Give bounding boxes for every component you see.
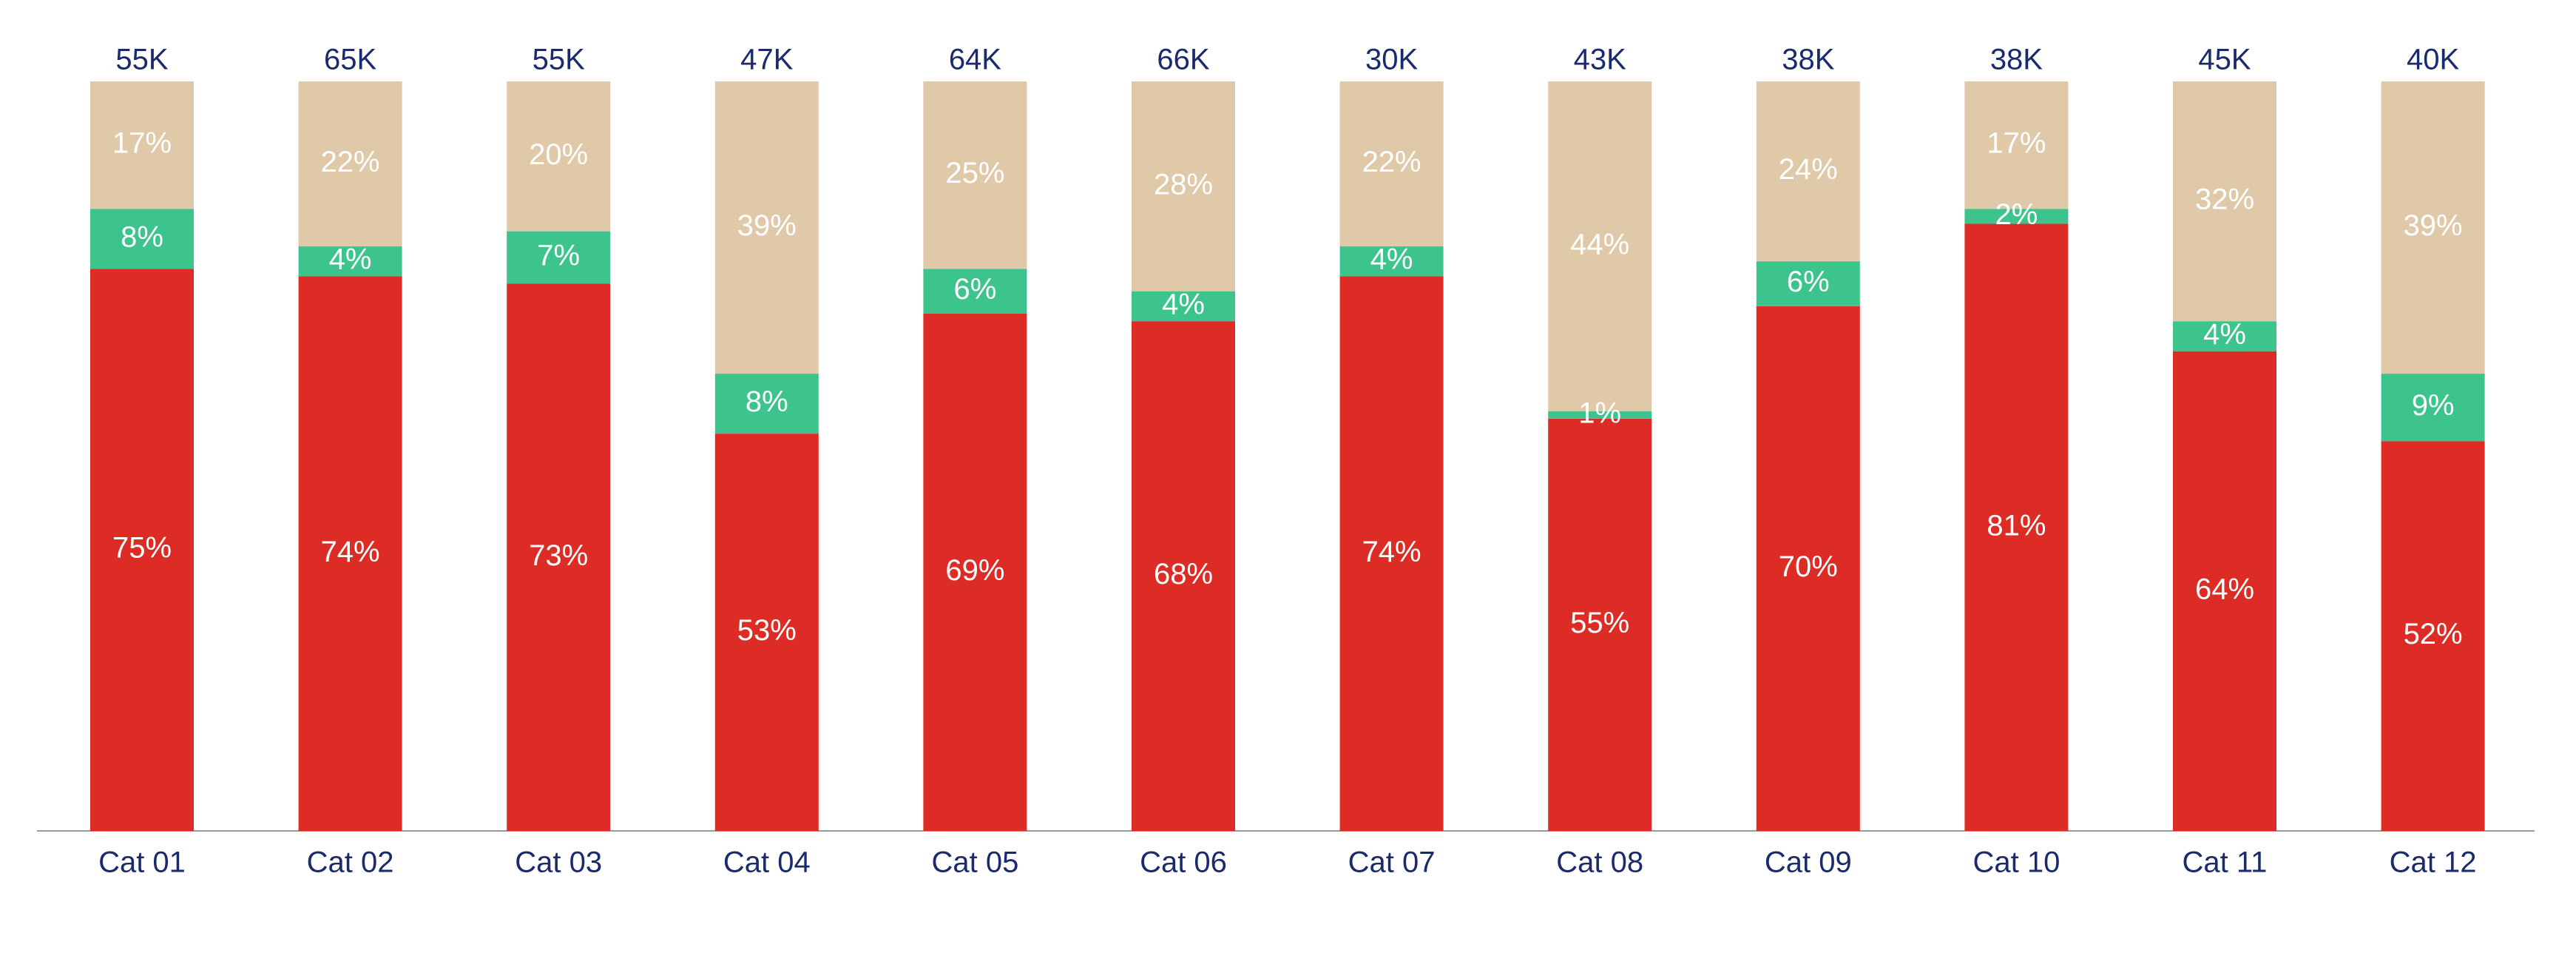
bar-segment xyxy=(298,81,402,246)
bar-segment xyxy=(2381,374,2485,442)
data-label: 81% xyxy=(1987,509,2046,542)
total-label: 64K xyxy=(949,44,1001,76)
bar-segment xyxy=(507,283,611,831)
data-label: 32% xyxy=(2195,183,2254,216)
bar-segment xyxy=(298,276,402,831)
bar-segment xyxy=(1756,306,1860,831)
data-label: 75% xyxy=(112,532,172,565)
x-tick-label: Cat 12 xyxy=(2390,846,2477,879)
data-label: 55% xyxy=(1570,607,1629,639)
bar-segment xyxy=(2173,81,2276,322)
data-label: 39% xyxy=(737,209,797,242)
x-tick-label: Cat 03 xyxy=(515,846,602,879)
bar-segment xyxy=(1339,276,1444,831)
bar-segment xyxy=(507,81,611,232)
total-label: 66K xyxy=(1157,44,1209,76)
data-label: 39% xyxy=(2404,209,2463,242)
bar-segment xyxy=(90,269,194,831)
bar-segment xyxy=(1964,81,2069,209)
data-label: 52% xyxy=(2404,618,2463,650)
total-label: 38K xyxy=(1990,44,2043,76)
data-label: 70% xyxy=(1779,550,1838,583)
total-label: 65K xyxy=(324,44,376,76)
data-label: 74% xyxy=(1362,536,1421,568)
total-label: 43K xyxy=(1574,44,1626,76)
bar-segment xyxy=(1132,81,1235,292)
data-label: 20% xyxy=(529,138,588,171)
bar-segment xyxy=(1339,81,1444,246)
bar-segment xyxy=(714,81,819,374)
x-tick-label: Cat 04 xyxy=(723,846,811,879)
data-label: 24% xyxy=(1779,153,1838,186)
data-label: 8% xyxy=(746,385,788,418)
bar-segment xyxy=(1548,411,1652,419)
bar-segment xyxy=(1132,321,1235,831)
data-label: 17% xyxy=(1987,127,2046,160)
bar-segment xyxy=(2173,351,2276,831)
bar-segment xyxy=(1964,209,2069,224)
x-tick-label: Cat 05 xyxy=(931,846,1018,879)
bar-segment xyxy=(1132,291,1235,322)
data-label: 22% xyxy=(1362,146,1421,178)
bar-segment xyxy=(507,231,611,284)
data-label: 17% xyxy=(112,127,172,160)
data-label: 44% xyxy=(1570,228,1629,260)
bar-segment xyxy=(923,81,1027,269)
x-tick-label: Cat 06 xyxy=(1140,846,1227,879)
bar-segment xyxy=(714,434,819,831)
data-label: 8% xyxy=(121,220,163,253)
data-label: 74% xyxy=(321,536,380,568)
data-label: 4% xyxy=(2203,318,2246,351)
bar-segment xyxy=(90,81,194,209)
bar-segment xyxy=(1548,418,1652,831)
total-label: 40K xyxy=(2407,44,2459,76)
x-tick-label: Cat 10 xyxy=(1972,846,2060,879)
data-label: 69% xyxy=(945,554,1004,587)
bar-segment xyxy=(1964,223,2069,832)
total-label: 38K xyxy=(1782,44,1834,76)
x-tick-label: Cat 02 xyxy=(307,846,394,879)
x-tick-label: Cat 01 xyxy=(98,846,186,879)
bar-segment xyxy=(923,269,1027,314)
data-label: 4% xyxy=(1162,288,1205,320)
bar-segment xyxy=(923,314,1027,831)
x-tick-label: Cat 09 xyxy=(1765,846,1852,879)
total-label: 55K xyxy=(533,44,585,76)
bar-segment xyxy=(714,374,819,434)
bar-segment xyxy=(298,246,402,277)
bar-segment xyxy=(1756,261,1860,306)
x-tick-label: Cat 08 xyxy=(1556,846,1643,879)
bar-segment xyxy=(2173,321,2276,351)
total-label: 30K xyxy=(1365,44,1418,76)
x-tick-label: Cat 11 xyxy=(2183,846,2268,879)
bar-segment xyxy=(1548,81,1652,411)
data-label: 64% xyxy=(2195,573,2254,605)
data-label: 1% xyxy=(1578,397,1621,429)
data-label: 73% xyxy=(529,539,588,572)
data-label: 9% xyxy=(2412,389,2455,422)
data-label: 6% xyxy=(1787,266,1830,298)
total-label: 55K xyxy=(115,44,168,76)
bar-segment xyxy=(1339,246,1444,277)
total-label: 45K xyxy=(2198,44,2251,76)
x-tick-label: Cat 07 xyxy=(1348,846,1436,879)
data-label: 4% xyxy=(1370,243,1413,276)
total-label: 47K xyxy=(740,44,793,76)
data-label: 4% xyxy=(329,243,372,276)
data-label: 22% xyxy=(321,146,380,178)
data-label: 2% xyxy=(1995,198,2038,231)
data-label: 28% xyxy=(1154,168,1213,201)
data-label: 25% xyxy=(945,157,1004,189)
bar-segment xyxy=(2381,81,2485,374)
data-label: 7% xyxy=(537,240,580,272)
data-label: 53% xyxy=(737,614,797,647)
data-label: 68% xyxy=(1154,558,1213,590)
bar-segment xyxy=(1756,81,1860,262)
data-label: 6% xyxy=(953,273,996,306)
bar-segment xyxy=(90,209,194,269)
bar-segment xyxy=(2381,441,2485,831)
